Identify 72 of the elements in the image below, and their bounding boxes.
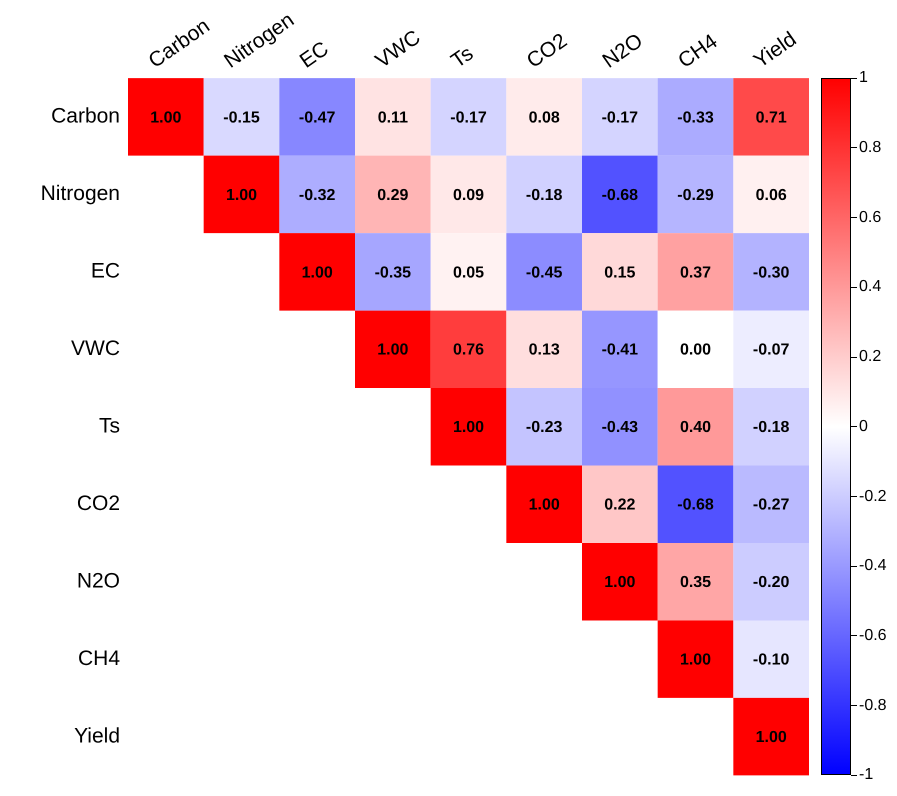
color-bar-label: 1 — [859, 69, 868, 86]
x-tick-label: CH4 — [674, 30, 722, 73]
data-label: -0.15 — [223, 109, 260, 126]
data-label: 0.35 — [680, 574, 712, 592]
x-tick-label: Yield — [750, 28, 801, 73]
color-bar-label: 0.6 — [859, 208, 882, 226]
data-label: -0.68 — [677, 496, 714, 514]
color-bar-label: 0.2 — [859, 348, 882, 366]
y-tick-label: CH4 — [78, 646, 120, 670]
color-bar-label: 0.8 — [859, 138, 882, 156]
data-label: 0.09 — [452, 186, 484, 204]
data-label: 0.71 — [756, 109, 787, 126]
data-label: -0.41 — [602, 342, 638, 359]
color-bar-label: -0.6 — [859, 626, 887, 644]
y-tick-label: Ts — [99, 414, 120, 438]
data-label: 1.00 — [226, 186, 258, 204]
color-bar-label: 0.4 — [859, 278, 882, 296]
x-tick-label: VWC — [371, 26, 425, 73]
data-label: -0.20 — [752, 574, 790, 592]
data-label: 1.00 — [604, 574, 636, 592]
data-label: 0.29 — [377, 186, 409, 204]
data-label: 0.40 — [680, 419, 712, 436]
color-bar-label: -0.2 — [859, 488, 887, 504]
data-label: -0.23 — [526, 419, 563, 436]
y-tick-label: EC — [90, 260, 120, 283]
y-tick-label: CO2 — [76, 492, 120, 516]
y-tick-label: Carbon — [51, 104, 120, 128]
data-label: -0.32 — [298, 186, 336, 204]
data-label: -0.30 — [752, 264, 790, 282]
data-label: 0.11 — [378, 109, 408, 126]
data-label: 0.05 — [452, 264, 484, 282]
data-label: 0.13 — [528, 342, 560, 359]
data-label: 1.00 — [528, 496, 560, 514]
y-tick-label: Yield — [74, 724, 120, 748]
data-label: 0.22 — [604, 496, 636, 514]
data-label: -0.17 — [602, 109, 638, 126]
data-label: -0.35 — [374, 264, 412, 282]
data-label: -0.47 — [298, 109, 336, 126]
y-tick-label: Nitrogen — [40, 182, 120, 206]
data-label: -0.17 — [450, 109, 487, 126]
data-label: 0.06 — [756, 186, 787, 204]
data-label: 0.08 — [528, 109, 560, 126]
data-label: 1.00 — [756, 729, 787, 746]
data-label: -0.43 — [602, 419, 638, 436]
data-label: -0.45 — [526, 264, 563, 282]
data-label: -0.18 — [526, 186, 563, 204]
y-tick-label: VWC — [71, 337, 120, 360]
data-label: 1.00 — [452, 419, 484, 436]
x-tick-label: Ts — [447, 42, 478, 73]
data-label: 0.76 — [452, 342, 484, 359]
x-tick-label: CO2 — [522, 29, 572, 73]
data-label: 1.00 — [377, 342, 409, 359]
data-label: 0.15 — [604, 264, 636, 282]
data-label: -0.33 — [677, 109, 714, 126]
data-label: 1.00 — [150, 109, 182, 126]
x-tick-label: N2O — [598, 29, 647, 73]
data-label: -0.29 — [677, 186, 714, 204]
color-bar-label: 0 — [859, 418, 868, 435]
data-label: -0.10 — [752, 652, 790, 669]
data-label: 1.00 — [680, 652, 712, 669]
y-tick-label: N2O — [76, 570, 120, 593]
data-label: -0.07 — [752, 342, 790, 359]
color-bar-label: -0.4 — [859, 557, 887, 574]
data-label: -0.18 — [752, 419, 790, 436]
data-label: -0.27 — [752, 496, 790, 514]
data-label: 0.00 — [680, 342, 712, 359]
data-label: 0.37 — [680, 264, 712, 282]
data-label: -0.68 — [602, 186, 638, 204]
x-tick-label: EC — [296, 37, 333, 73]
color-bar-label: -1 — [859, 766, 874, 784]
data-label: 1.00 — [302, 264, 333, 282]
color-bar-label: -0.8 — [859, 696, 887, 714]
